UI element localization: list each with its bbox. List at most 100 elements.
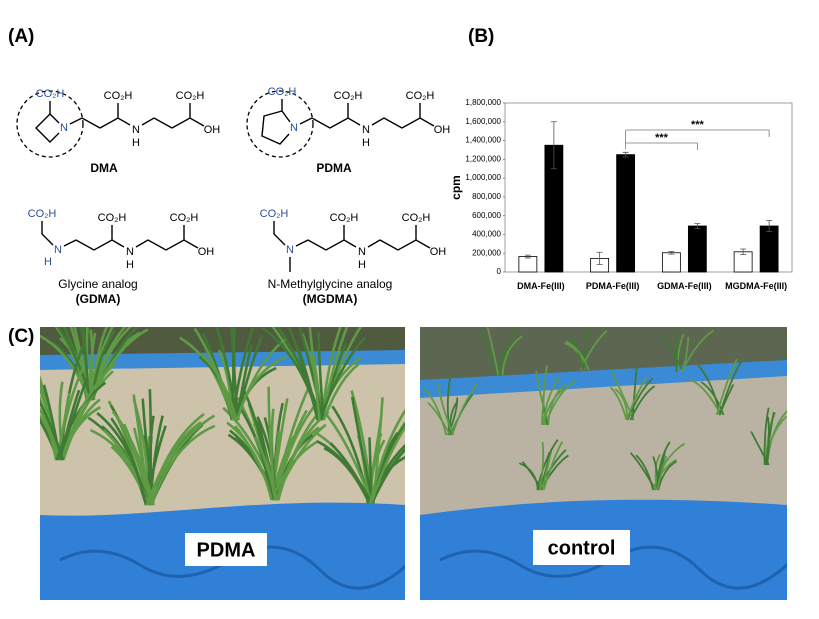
plant-leaf xyxy=(437,384,454,436)
error-bar xyxy=(550,121,557,170)
atom-label: CO₂H xyxy=(260,208,289,220)
plant-leaf xyxy=(629,385,656,421)
plant-leaf xyxy=(145,414,216,506)
plant-leaf xyxy=(614,388,628,421)
molecule-name: N-Methylglycine analog xyxy=(268,277,393,291)
plant-leaf xyxy=(542,441,564,491)
plant-leaf xyxy=(276,327,323,421)
atom-label: CO₂H xyxy=(330,212,359,224)
error-bar xyxy=(524,254,531,259)
photo-content: PDMA xyxy=(40,327,405,600)
plant-leaf xyxy=(540,365,548,426)
plant-leaf xyxy=(451,383,478,436)
photo-label: PDMA xyxy=(197,540,256,562)
plant-leaf xyxy=(323,411,374,506)
atom-label: CO₂H xyxy=(268,86,297,98)
bracket xyxy=(625,129,770,137)
bond xyxy=(63,239,125,251)
y-tick-label: 1,000,000 xyxy=(465,173,501,182)
plant-leaf xyxy=(61,362,117,461)
plant-leaf xyxy=(40,407,62,461)
plant-leaf xyxy=(497,328,519,376)
bond xyxy=(295,239,357,251)
error-bar xyxy=(766,219,773,233)
x-tick-label: GDMA-Fe(III) xyxy=(657,281,712,291)
plant-leaf xyxy=(317,331,325,421)
y-tick-label: 200,000 xyxy=(472,248,501,257)
atom-label: CO₂H xyxy=(406,90,435,102)
plant-leaf xyxy=(40,399,65,461)
atom-label: OH xyxy=(430,246,447,258)
chart: 0 200,000 400,000 600,000 800,000 1,000,000 1,… xyxy=(449,98,793,291)
plant-leaf xyxy=(226,421,273,501)
bar xyxy=(661,252,681,273)
plant-leaf xyxy=(427,402,451,436)
plant-leaf xyxy=(718,383,735,416)
plant-leaf xyxy=(231,327,255,421)
photo: PDMA xyxy=(40,327,405,600)
plant-leaf xyxy=(681,336,690,373)
photo-content: control xyxy=(420,327,787,600)
significance: *** xyxy=(691,119,705,131)
atom-label: N xyxy=(54,244,62,256)
error-bar xyxy=(596,251,603,265)
atom-label: N xyxy=(362,124,370,136)
plant-leaf xyxy=(58,389,81,461)
plot-frame xyxy=(504,102,793,273)
sand xyxy=(420,376,787,520)
plant-leaf xyxy=(447,397,459,436)
atom-label: CO₂H xyxy=(36,88,65,100)
plant-leaf xyxy=(298,327,325,421)
y-tick-label: 0 xyxy=(497,267,502,276)
bond xyxy=(273,221,286,246)
error-bar xyxy=(740,248,747,256)
plant-leaf xyxy=(536,439,559,491)
atom-label: OH xyxy=(198,246,215,258)
bond xyxy=(69,117,131,129)
structures: CO₂HNCO₂HNHCO₂HOHDMACO₂HNCO₂HNHCO₂HOHPDM… xyxy=(16,86,451,306)
atom-label: CO₂H xyxy=(176,90,205,102)
plant-leaf xyxy=(565,340,590,371)
atom-label: N xyxy=(358,246,366,258)
plant-leaf xyxy=(626,377,654,421)
atom-label: OH xyxy=(434,124,451,136)
y-tick-label: 1,600,000 xyxy=(465,117,501,126)
plant-leaf xyxy=(150,424,216,506)
label-box xyxy=(185,533,267,566)
bond xyxy=(41,221,54,246)
plant-leaf xyxy=(254,436,279,501)
significance: *** xyxy=(655,132,669,144)
molecule-name: PDMA xyxy=(316,161,352,175)
bar xyxy=(518,256,538,273)
y-tick-label: 1,200,000 xyxy=(465,154,501,163)
atom-label: N xyxy=(290,122,298,134)
panel-label: (B) xyxy=(468,26,494,47)
atom-label: H xyxy=(126,259,134,271)
molecule-name: Glycine analog xyxy=(58,277,137,291)
plant-leaf xyxy=(501,335,523,376)
panel-label: (C) xyxy=(8,326,34,347)
atom-label: N xyxy=(60,122,68,134)
x-tick-label: MGDMA-Fe(III) xyxy=(725,281,787,291)
y-tick-label: 1,800,000 xyxy=(465,98,501,107)
plant-leaf xyxy=(56,327,93,401)
molecule-abbr: (MGDMA) xyxy=(303,292,358,306)
atom-label: CO₂H xyxy=(28,208,57,220)
tarp-back xyxy=(420,360,787,400)
plant-leaf xyxy=(538,441,545,491)
plant-leaf xyxy=(96,412,148,506)
atom-label: N xyxy=(132,124,140,136)
error-bar xyxy=(694,223,701,229)
plant-leaf xyxy=(611,371,635,421)
plant-leaf xyxy=(662,337,685,373)
plant-leaf xyxy=(656,455,668,491)
panel-label: (A) xyxy=(8,26,34,47)
atom-label: H xyxy=(132,137,140,149)
plant-leaf xyxy=(715,358,738,416)
plant-leaf xyxy=(609,386,628,421)
highlight-circle xyxy=(16,90,84,158)
